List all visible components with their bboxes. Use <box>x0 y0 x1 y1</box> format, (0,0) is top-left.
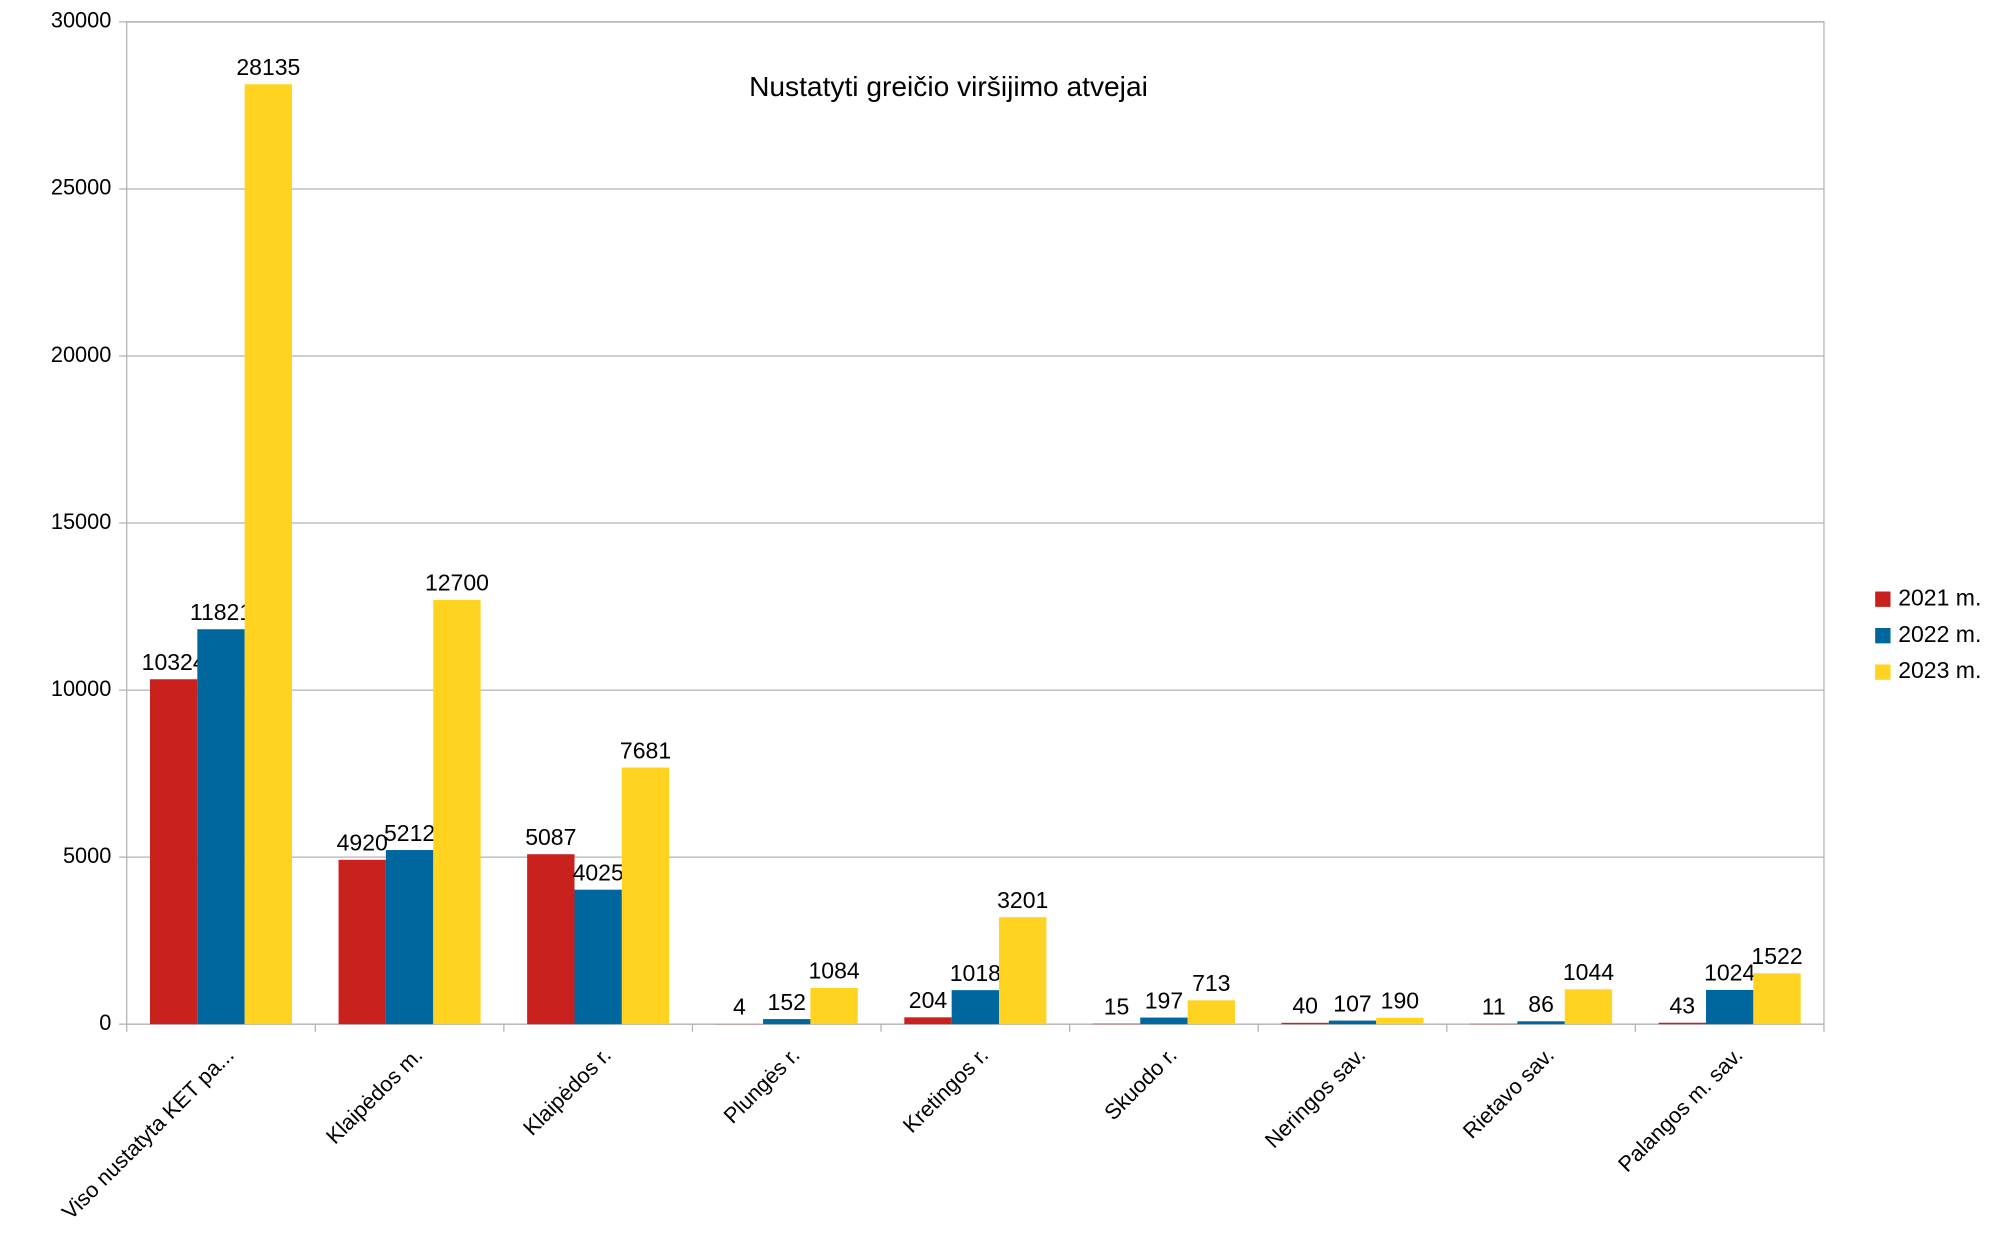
data-label: 107 <box>1333 990 1371 1016</box>
data-label: 28135 <box>236 54 300 80</box>
bar <box>338 859 386 1025</box>
bar <box>574 889 622 1025</box>
x-tick-label: Skuodo r. <box>1099 1042 1182 1125</box>
x-tick-label: Plungės r. <box>719 1042 805 1128</box>
x-tick-label: Klaipėdos m. <box>321 1042 428 1149</box>
data-label: 12700 <box>425 570 489 596</box>
bar <box>999 917 1047 1025</box>
bar <box>527 854 575 1025</box>
data-label: 11821 <box>190 599 252 625</box>
data-label: 1044 <box>1563 959 1614 985</box>
legend-swatch <box>1875 591 1891 607</box>
data-label: 7681 <box>620 737 671 763</box>
bar <box>810 987 858 1025</box>
bar <box>1187 1000 1235 1025</box>
legend-swatch <box>1875 664 1891 680</box>
bar <box>621 767 670 1025</box>
bar <box>1658 1022 1706 1025</box>
data-label: 86 <box>1528 991 1554 1017</box>
data-label: 1018 <box>950 960 1001 986</box>
x-tick-label: Viso nustatyta KET pa... <box>57 1042 239 1224</box>
bar <box>1376 1017 1424 1025</box>
data-label: 1084 <box>809 958 860 984</box>
bar <box>197 629 245 1025</box>
data-label: 10324 <box>142 649 206 675</box>
y-tick-label: 15000 <box>51 509 111 534</box>
data-label: 3201 <box>997 887 1048 913</box>
bar <box>1564 989 1613 1025</box>
bar <box>1517 1021 1565 1025</box>
y-tick-label: 10000 <box>51 676 111 701</box>
bar <box>149 679 198 1025</box>
y-tick-label: 25000 <box>51 175 111 200</box>
data-label: 713 <box>1192 970 1230 996</box>
data-label: 204 <box>909 987 948 1013</box>
data-label: 4025 <box>573 859 624 885</box>
bar <box>385 850 434 1025</box>
legend-label: 2023 m. <box>1898 657 1981 683</box>
y-tick-label: 30000 <box>51 8 111 33</box>
legend-label: 2022 m. <box>1898 621 1981 647</box>
bar <box>951 990 1000 1025</box>
data-label: 4920 <box>337 830 388 856</box>
x-tick-label: Palangos m. sav. <box>1613 1042 1748 1177</box>
y-tick-label: 0 <box>99 1010 111 1035</box>
data-label: 4 <box>733 994 746 1020</box>
data-label: 190 <box>1381 988 1419 1014</box>
bar <box>904 1017 952 1025</box>
x-tick-label: Klaipėdos r. <box>518 1042 616 1140</box>
data-label: 152 <box>768 989 806 1015</box>
data-label: 5212 <box>384 820 435 846</box>
data-label: 197 <box>1145 987 1183 1013</box>
data-label: 1024 <box>1704 960 1755 986</box>
data-label: 15 <box>1104 993 1130 1019</box>
bar <box>1705 989 1754 1025</box>
data-label: 43 <box>1670 992 1696 1018</box>
y-tick-label: 20000 <box>51 342 111 367</box>
legend-label: 2021 m. <box>1898 584 1981 610</box>
y-tick-label: 5000 <box>63 843 111 868</box>
data-label: 40 <box>1292 993 1318 1019</box>
bar <box>433 599 481 1025</box>
x-tick-label: Rietavo sav. <box>1458 1042 1559 1143</box>
bar <box>1092 1023 1141 1025</box>
bar <box>1140 1017 1188 1025</box>
legend-swatch <box>1875 628 1891 644</box>
chart-title: Nustatyti greičio viršijimo atvejai <box>749 71 1148 102</box>
bar <box>244 84 293 1025</box>
bar <box>1281 1022 1329 1025</box>
bar <box>1328 1020 1377 1025</box>
data-label: 11 <box>1482 994 1506 1020</box>
data-label: 5087 <box>525 824 576 850</box>
bar <box>763 1019 811 1025</box>
bar <box>1753 973 1801 1025</box>
data-label: 1522 <box>1751 943 1802 969</box>
x-tick-label: Neringos sav. <box>1260 1042 1371 1153</box>
x-tick-label: Kretingos r. <box>898 1042 993 1137</box>
